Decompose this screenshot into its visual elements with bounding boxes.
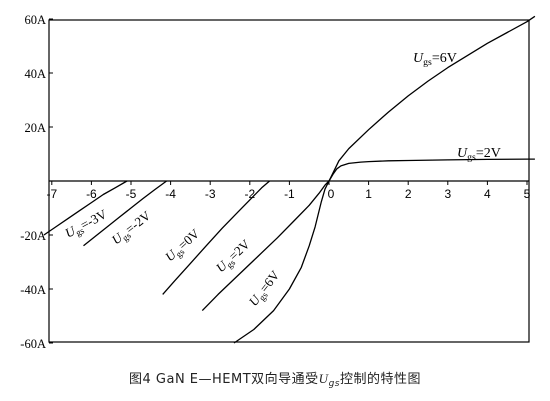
x-tick-label: -4 (165, 187, 176, 201)
x-tick-label: 4 (484, 187, 491, 201)
y-tick-label: -60A (20, 337, 46, 351)
caption-suffix: 控制的特性图 (339, 372, 421, 387)
caption-prefix: 图4 GaN E—HEMT双向导通受 (129, 372, 319, 387)
series-label-0: Ugs=6V (413, 51, 457, 68)
figure-caption: 图4 GaN E—HEMT双向导通受Ugs控制的特性图 (0, 368, 550, 389)
series-line-4 (162, 180, 271, 295)
x-tick-label: -3 (205, 187, 216, 201)
series-label-5: Ugs=2V (213, 236, 255, 277)
x-tick-label: 5 (524, 187, 531, 201)
y-tick-label: -40A (20, 283, 46, 297)
x-tick-label: 3 (444, 187, 451, 201)
x-tick-label: -5 (126, 187, 137, 201)
x-tick-label: -6 (86, 187, 97, 201)
y-tick-label: -20A (20, 229, 46, 243)
caption-var: U (318, 371, 329, 386)
x-tick-label: 1 (365, 187, 372, 201)
series-line-2 (43, 180, 128, 236)
series-lines (43, 15, 536, 344)
series-label-2: Ugs=-3V (62, 206, 110, 242)
caption-sub: gs (328, 379, 340, 389)
series-line-3 (83, 180, 167, 247)
x-tick-label: 0 (328, 187, 335, 201)
y-tick-label: 60A (24, 13, 46, 27)
series-line-5 (201, 180, 330, 312)
y-tick-label: 20A (24, 121, 46, 135)
x-tick-label: -1 (284, 187, 295, 201)
x-ticks: -7 -6 -5 -4 -3 -2 -1 0 1 2 3 4 5 (46, 181, 531, 201)
x-tick-label: -7 (46, 187, 57, 201)
series-line-1 (328, 158, 535, 182)
series-label-1: Ugs=2V (457, 146, 501, 163)
y-ticks: 60A 40A 20A -20A -40A -60A (20, 13, 53, 351)
x-tick-label: 2 (405, 187, 412, 201)
series-line-0 (233, 15, 536, 344)
series-label-3: Ugs=-2V (109, 207, 155, 248)
series-label-4: Ugs=0V (162, 225, 204, 265)
y-tick-label: 40A (24, 67, 46, 81)
x-tick-label: -2 (244, 187, 255, 201)
